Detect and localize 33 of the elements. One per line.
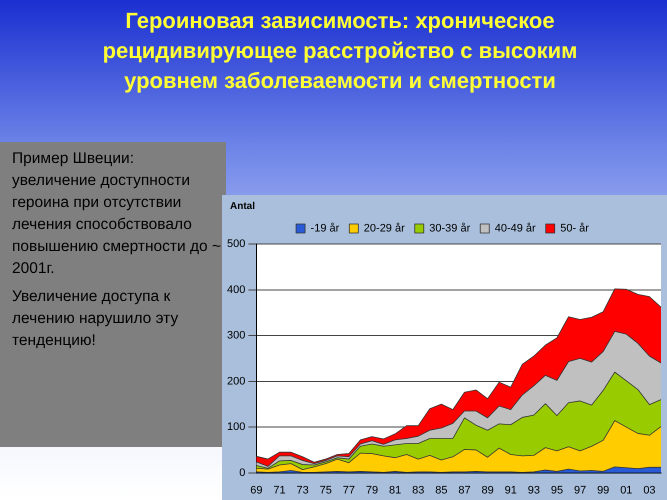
text: Пример Швеции: увеличение доступности героина при отсутствии лечения способствовало повышению смертности до ~ 2001г. xyxy=(12,149,222,279)
legend-label: 20-29 år xyxy=(364,222,406,235)
chart-title: Героиновая зависимость: хроническое рецидивирующее расстройство с высоким уровнем заболеваемости и смертности xyxy=(102,7,578,95)
legend-label: 50- år xyxy=(560,222,590,235)
y-tick-label: 400 xyxy=(226,284,246,296)
x-tick-label: 79 xyxy=(366,484,378,496)
x-tick-label: 81 xyxy=(388,484,402,496)
legend-label: 30-39 år xyxy=(429,222,471,235)
x-tick-label: 99 xyxy=(597,484,610,496)
x-tick-label: 93 xyxy=(528,484,540,496)
x-tick-label: 69 xyxy=(250,484,262,496)
y-tick-label: 200 xyxy=(226,375,246,388)
legend-label: -19 år xyxy=(310,222,340,235)
x-tick-label: 75 xyxy=(320,484,332,496)
y-tick-label: 500 xyxy=(226,238,246,250)
y-tick-label: 0 xyxy=(239,466,246,479)
legend-label: 40-49 år xyxy=(494,222,536,235)
x-tick-label: 71 xyxy=(273,484,286,496)
x-tick-label: 91 xyxy=(504,484,517,496)
x-tick-label: 73 xyxy=(296,484,309,496)
x-tick-label: 87 xyxy=(458,484,471,496)
x-tick-label: 95 xyxy=(550,484,564,496)
x-tick-label: 89 xyxy=(481,484,494,496)
x-tick-label: 77 xyxy=(342,484,355,496)
x-tick-label: 97 xyxy=(574,484,586,496)
y-tick-label: 100 xyxy=(226,421,246,434)
x-tick-label: 03 xyxy=(643,484,656,496)
y-tick-label: 300 xyxy=(226,330,246,342)
text: Увеличение доступа к лечению нарушило эту тенденцию! xyxy=(12,287,180,351)
x-tick-label: 85 xyxy=(435,484,448,496)
x-tick-label: 83 xyxy=(412,484,424,496)
y-axis-title: Antal xyxy=(230,201,255,212)
x-tick-label: 01 xyxy=(620,484,632,496)
